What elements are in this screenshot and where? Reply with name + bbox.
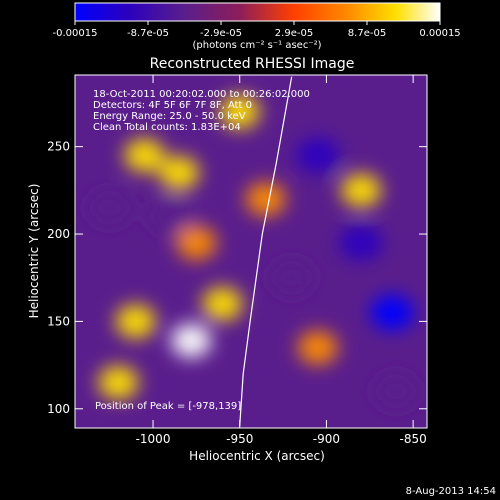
footer-date: 8-Aug-2013 14:54 xyxy=(406,486,496,497)
plot-frame xyxy=(74,74,428,429)
heatmap-hot-region xyxy=(98,365,139,400)
heatmap-hot-region xyxy=(202,286,243,321)
heatmap-cold-region xyxy=(295,137,340,174)
colorbar-ticks: -0.00015 -8.7e-05 -2.9e-05 2.9e-05 8.7e-05 0.… xyxy=(53,21,461,39)
colorbar-tick-label: -8.7e-05 xyxy=(127,28,169,39)
solar-limb-line xyxy=(239,76,293,427)
heatmap-hot-region xyxy=(245,182,286,217)
heatmap-hot-region xyxy=(341,173,382,208)
heatmap-cold-region xyxy=(339,224,384,261)
chart-title: Reconstructed RHESSI Image xyxy=(150,56,355,72)
annotation-energy: Energy Range: 25.0 - 50.0 keV xyxy=(93,111,246,122)
x-tick-label: -950 xyxy=(226,432,253,446)
heatmap-hot-region xyxy=(176,225,217,260)
y-tick-label: 200 xyxy=(47,227,70,241)
annotation-detectors: Detectors: 4F 5F 6F 7F 8F, Att 0 xyxy=(93,100,252,111)
heatmap-cold-region xyxy=(373,373,418,410)
heatmap-cold-region xyxy=(269,259,314,296)
heatmap-hot-region xyxy=(219,94,260,129)
y-tick-label: 100 xyxy=(47,402,70,416)
y-axis-label: Heliocentric Y (arcsec) xyxy=(27,184,41,319)
colorbar-tick-label: 8.7e-05 xyxy=(348,28,386,39)
colorbar-tick-label: 0.00015 xyxy=(419,28,460,39)
x-tick-label: -900 xyxy=(313,432,340,446)
heatmap-area xyxy=(75,75,427,428)
heatmap-hot-region xyxy=(159,155,200,190)
x-tick-label: -850 xyxy=(400,432,427,446)
annotation-peak: Position of Peak = [-978,139] xyxy=(95,401,241,412)
y-axis: 100 150 200 250 xyxy=(47,140,427,416)
heatmap-hot-region xyxy=(297,330,338,365)
x-axis-label: Heliocentric X (arcsec) xyxy=(189,449,325,463)
colorbar-units: (photons cm⁻² s⁻¹ asec⁻²) xyxy=(192,40,321,51)
colorbar xyxy=(74,2,441,22)
heatmap-cold-region xyxy=(148,198,193,235)
colorbar-tick-label: 2.9e-05 xyxy=(275,28,313,39)
colorbar-tick-label: -0.00015 xyxy=(53,28,98,39)
heatmap-cold-region xyxy=(370,294,415,331)
annotation-clean: Clean Total counts: 1.83E+04 xyxy=(93,122,241,133)
heatmap-hot-region xyxy=(124,138,165,173)
annotation-time: 18-Oct-2011 00:20:02.000 to 00:26:02.000 xyxy=(93,89,310,100)
y-tick-label: 150 xyxy=(47,314,70,328)
y-tick-label: 250 xyxy=(47,140,70,154)
heatmap-cold-region xyxy=(87,189,132,226)
colorbar-tick-label: -2.9e-05 xyxy=(200,28,242,39)
heatmap-hot-region xyxy=(115,304,156,339)
heatmap-hot-region xyxy=(171,323,212,358)
x-tick-label: -1000 xyxy=(136,432,171,446)
x-axis: -1000 -950 -900 -850 xyxy=(136,75,427,446)
